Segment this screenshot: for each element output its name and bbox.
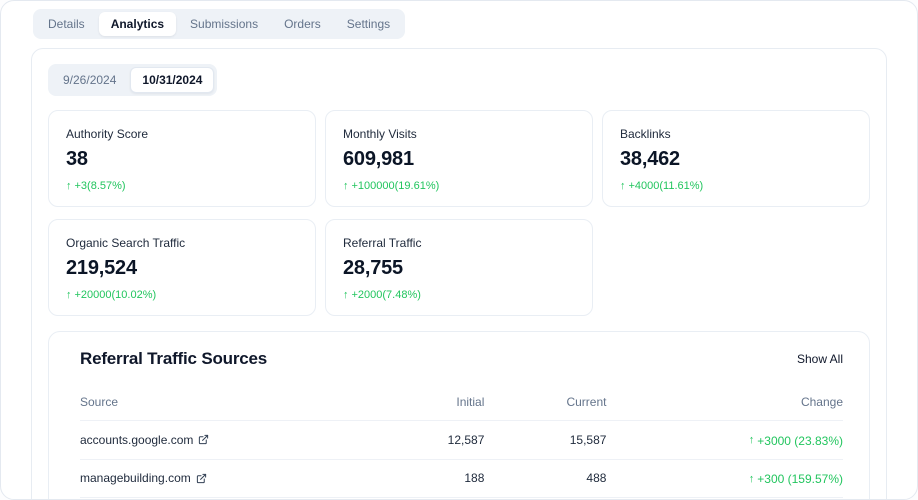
metric-card: Authority Score 38 ↑ +3(8.57%) — [48, 110, 316, 207]
referral-sources-card: Referral Traffic Sources Show All Source… — [48, 331, 870, 499]
metric-change: ↑ +100000(19.61%) — [343, 180, 575, 192]
change-value: ↑ +300 (159.57%) — [606, 459, 843, 498]
tab-settings[interactable]: Settings — [335, 12, 402, 36]
tab-details[interactable]: Details — [36, 12, 97, 36]
metric-change-text: +100000(19.61%) — [351, 180, 440, 192]
metric-label: Monthly Visits — [343, 127, 417, 141]
up-arrow-icon: ↑ — [748, 472, 755, 485]
up-arrow-icon: ↑ — [66, 179, 72, 192]
tab-bar: Details Analytics Submissions Orders Setting… — [33, 9, 406, 39]
initial-value: 12,587 — [369, 420, 485, 460]
tab-analytics[interactable]: Analytics — [98, 12, 177, 36]
change-wrap: ↑ +300 (159.57%) — [749, 472, 843, 486]
table-row: managebuilding.com 188 488 ↑ +300 (159.5… — [80, 459, 843, 498]
metric-cards: Authority Score 38 ↑ +3(8.57%) Monthly V… — [48, 110, 870, 316]
up-arrow-icon: ↑ — [620, 179, 626, 192]
metric-change-text: +4000(11.61%) — [628, 180, 704, 192]
column-header-initial: Initial — [369, 387, 485, 421]
current-value: 1,557 — [484, 497, 607, 499]
metric-card: Backlinks 38,462 ↑ +4000(11.61%) — [602, 110, 870, 207]
referral-sources-table: Source Initial Current Change accounts.g… — [80, 387, 843, 499]
metric-change-text: +2000(7.48%) — [351, 289, 421, 301]
metric-value: 609,981 — [343, 148, 414, 170]
initial-value: 1,357 — [369, 497, 485, 499]
table-body: accounts.google.com 12,587 15,587 ↑ +300… — [80, 420, 843, 499]
metric-change: ↑ +3(8.57%) — [66, 180, 298, 192]
date-end-button[interactable]: 10/31/2024 — [130, 67, 215, 93]
metric-change: ↑ +2000(7.48%) — [343, 289, 575, 301]
analytics-panel: 9/26/2024 10/31/2024 Authority Score 38 … — [31, 48, 887, 499]
column-header-current: Current — [484, 387, 607, 421]
metric-label: Authority Score — [66, 127, 149, 141]
change-value: ↑ +3000 (23.83%) — [606, 420, 843, 460]
source-domain: managebuilding.com — [80, 471, 191, 486]
metric-change-text: +20000(10.02%) — [74, 289, 157, 301]
current-value: 488 — [484, 459, 607, 498]
metric-value: 28,755 — [343, 257, 403, 279]
show-all-button[interactable]: Show All — [797, 348, 843, 370]
change-wrap: ↑ +3000 (23.83%) — [749, 434, 843, 448]
change-value: ↑ +200 (14.74%) — [606, 497, 843, 499]
external-link-icon — [196, 473, 206, 483]
up-arrow-icon: ↑ — [343, 288, 349, 301]
metric-value: 38,462 — [620, 148, 680, 170]
referral-sources-header: Referral Traffic Sources Show All — [80, 348, 843, 370]
up-arrow-icon: ↑ — [748, 434, 755, 446]
metric-card: Organic Search Traffic 219,524 ↑ +20000(… — [48, 219, 316, 316]
date-start-button[interactable]: 9/26/2024 — [51, 67, 128, 93]
column-header-source: Source — [80, 387, 370, 421]
table-header-row: Source Initial Current Change — [80, 387, 843, 421]
up-arrow-icon: ↑ — [343, 179, 349, 192]
referral-sources-title: Referral Traffic Sources — [80, 349, 268, 368]
tab-submissions[interactable]: Submissions — [178, 12, 270, 36]
metric-label: Organic Search Traffic — [66, 236, 186, 250]
metric-change: ↑ +20000(10.02%) — [66, 289, 298, 301]
up-arrow-icon: ↑ — [66, 288, 72, 301]
source-link[interactable]: accounts.google.com — [80, 433, 209, 447]
column-header-change: Change — [606, 387, 843, 421]
change-text: +3000 (23.83%) — [757, 433, 843, 448]
metric-label: Referral Traffic — [343, 236, 422, 250]
external-link-icon — [199, 435, 209, 445]
metric-card: Referral Traffic 28,755 ↑ +2000(7.48%) — [325, 219, 593, 316]
metric-card: Monthly Visits 609,981 ↑ +100000(19.61%) — [325, 110, 593, 207]
metric-value: 38 — [66, 148, 88, 170]
metric-label: Backlinks — [620, 127, 671, 141]
metric-value: 219,524 — [66, 257, 137, 279]
tab-orders[interactable]: Orders — [272, 12, 333, 36]
table-row: pdfgpt.com 1,357 1,557 ↑ +200 (14.74%) — [80, 497, 843, 499]
table-row: accounts.google.com 12,587 15,587 ↑ +300… — [80, 420, 843, 460]
metric-change-text: +3(8.57%) — [74, 180, 126, 192]
source-link[interactable]: managebuilding.com — [80, 471, 207, 485]
initial-value: 188 — [369, 459, 485, 498]
change-text: +300 (159.57%) — [757, 472, 843, 486]
metric-change: ↑ +4000(11.61%) — [620, 180, 852, 192]
source-domain: accounts.google.com — [80, 432, 194, 447]
current-value: 15,587 — [484, 420, 607, 460]
date-range-toggle: 9/26/2024 10/31/2024 — [48, 64, 218, 96]
